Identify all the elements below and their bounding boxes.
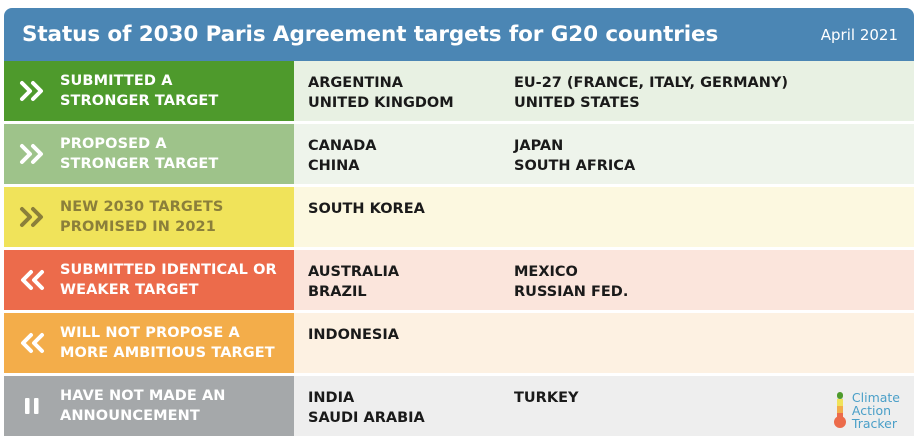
status-row: HAVE NOT MADE AN ANNOUNCEMENT INDIA SAUDI … bbox=[4, 376, 914, 436]
country-column: CANADA CHINA bbox=[308, 136, 376, 176]
double-chevron-right-icon bbox=[18, 140, 46, 168]
status-label: SUBMITTED IDENTICAL OR WEAKER TARGET bbox=[60, 262, 277, 298]
countries-cell: INDIA SAUDI ARABIA TURKEY Climate Action Trac… bbox=[294, 376, 914, 436]
status-row: NEW 2030 TARGETS PROMISED IN 2021 SOUTH K… bbox=[4, 187, 914, 247]
status-category: SUBMITTED A STRONGER TARGET bbox=[4, 61, 294, 121]
status-category: SUBMITTED IDENTICAL OR WEAKER TARGET bbox=[4, 250, 294, 310]
country-name: BRAZIL bbox=[308, 284, 367, 300]
status-category: HAVE NOT MADE AN ANNOUNCEMENT bbox=[4, 376, 294, 436]
status-label: NEW 2030 TARGETS PROMISED IN 2021 bbox=[60, 199, 224, 235]
double-chevron-right-icon bbox=[18, 203, 46, 231]
thermometer-icon bbox=[833, 392, 846, 428]
country-name: UNITED KINGDOM bbox=[308, 95, 454, 111]
status-category: PROPOSED A STRONGER TARGET bbox=[4, 124, 294, 184]
country-column: AUSTRALIA BRAZIL bbox=[308, 262, 399, 302]
double-chevron-right-icon bbox=[18, 77, 46, 105]
logo-text-line: Tracker bbox=[851, 415, 897, 431]
country-name: INDONESIA bbox=[308, 327, 399, 343]
page-title: Status of 2030 Paris Agreement targets f… bbox=[22, 22, 719, 47]
pause-icon bbox=[18, 392, 46, 420]
climate-action-tracker-logo: Climate Action Tracker bbox=[832, 390, 900, 430]
country-name: UNITED STATES bbox=[514, 95, 640, 111]
status-label: WILL NOT PROPOSE A MORE AMBITIOUS TARGET bbox=[60, 325, 275, 361]
logo-text-line: Climate bbox=[851, 389, 900, 405]
status-category: WILL NOT PROPOSE A MORE AMBITIOUS TARGET bbox=[4, 313, 294, 373]
country-column: TURKEY bbox=[514, 388, 578, 408]
country-name: JAPAN bbox=[514, 138, 564, 154]
country-column: JAPAN SOUTH AFRICA bbox=[514, 136, 635, 176]
logo-text-line: Action bbox=[851, 402, 892, 418]
countries-cell: CANADA CHINA JAPAN SOUTH AFRICA bbox=[294, 124, 914, 184]
country-name: SOUTH AFRICA bbox=[514, 158, 636, 174]
country-name: ARGENTINA bbox=[308, 75, 403, 91]
countries-cell: ARGENTINA UNITED KINGDOM EU-27 (FRANCE, IT… bbox=[294, 61, 914, 121]
status-table: SUBMITTED A STRONGER TARGET ARGENTINA UNIT… bbox=[4, 61, 914, 436]
country-column: MEXICO RUSSIAN FED. bbox=[514, 262, 628, 302]
status-row: PROPOSED A STRONGER TARGET CANADA CHINA JAP… bbox=[4, 124, 914, 184]
country-column: INDIA SAUDI ARABIA bbox=[308, 388, 425, 428]
country-name: EU-27 (FRANCE, ITALY, GERMANY) bbox=[514, 75, 788, 91]
country-name: MEXICO bbox=[514, 264, 578, 280]
country-name: AUSTRALIA bbox=[308, 264, 400, 280]
country-name: RUSSIAN FED. bbox=[514, 284, 629, 300]
country-name: CANADA bbox=[308, 138, 377, 154]
status-row: SUBMITTED IDENTICAL OR WEAKER TARGET AUST… bbox=[4, 250, 914, 310]
double-chevron-left-icon bbox=[18, 329, 46, 357]
country-name: TURKEY bbox=[514, 390, 579, 406]
logo-text: Climate Action Tracker bbox=[852, 391, 900, 430]
country-name: CHINA bbox=[308, 158, 360, 174]
double-chevron-left-icon bbox=[18, 266, 46, 294]
status-row: SUBMITTED A STRONGER TARGET ARGENTINA UNIT… bbox=[4, 61, 914, 121]
header-bar: Status of 2030 Paris Agreement targets f… bbox=[4, 8, 914, 61]
countries-cell: SOUTH KOREA bbox=[294, 187, 914, 247]
status-label: SUBMITTED A STRONGER TARGET bbox=[60, 73, 219, 109]
country-column: ARGENTINA UNITED KINGDOM bbox=[308, 73, 454, 113]
country-column: INDONESIA bbox=[308, 325, 399, 345]
status-label: PROPOSED A STRONGER TARGET bbox=[60, 136, 219, 172]
country-name: INDIA bbox=[308, 390, 355, 406]
country-name: SOUTH KOREA bbox=[308, 201, 425, 217]
date-label: April 2021 bbox=[820, 25, 898, 44]
status-label: HAVE NOT MADE AN ANNOUNCEMENT bbox=[60, 388, 226, 424]
country-name: SAUDI ARABIA bbox=[308, 410, 425, 426]
status-category: NEW 2030 TARGETS PROMISED IN 2021 bbox=[4, 187, 294, 247]
status-row: WILL NOT PROPOSE A MORE AMBITIOUS TARGET… bbox=[4, 313, 914, 373]
country-column: SOUTH KOREA bbox=[308, 199, 425, 219]
countries-cell: AUSTRALIA BRAZIL MEXICO RUSSIAN FED. bbox=[294, 250, 914, 310]
countries-cell: INDONESIA bbox=[294, 313, 914, 373]
country-column: EU-27 (FRANCE, ITALY, GERMANY) UNITED STA… bbox=[514, 73, 788, 113]
